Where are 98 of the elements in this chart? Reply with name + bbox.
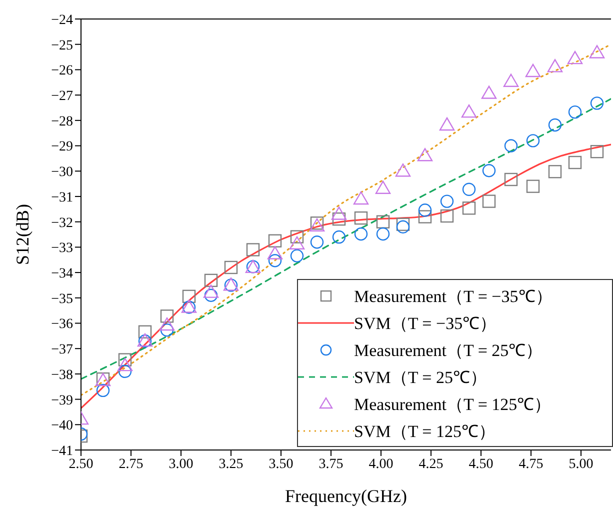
point (568, 156, 582, 170)
point (268, 254, 282, 268)
point (526, 180, 540, 193)
legend-label: Measurement（T = 125℃） (354, 394, 552, 416)
y-tick-label: −27 (51, 89, 73, 104)
point (440, 194, 454, 208)
point (160, 323, 174, 337)
point (375, 180, 391, 194)
point (462, 202, 476, 215)
x-tick-label: 4.50 (468, 456, 494, 472)
y-tick-label: −37 (51, 342, 73, 358)
x-tick-label: 4.75 (518, 456, 544, 472)
point (439, 117, 455, 131)
legend-label: SVM（T = 125℃） (354, 420, 496, 442)
point (204, 274, 218, 287)
x-tick-label: 5.00 (568, 456, 594, 472)
point (482, 194, 496, 208)
y-tick-label: −33 (51, 241, 73, 256)
point (160, 310, 174, 323)
legend-label: SVM（T = −35℃） (354, 312, 497, 334)
point (376, 215, 390, 228)
point (376, 227, 390, 241)
point (526, 134, 540, 148)
point (353, 191, 369, 205)
point (589, 45, 605, 58)
x-tick-label: 4.00 (368, 456, 394, 472)
x-tick-label: 3.50 (268, 456, 294, 472)
y-tick-label: −36 (51, 317, 73, 332)
point (118, 353, 132, 366)
y-tick-label: −28 (51, 114, 73, 130)
y-axis-title: S12(dB) (12, 204, 32, 266)
point (354, 227, 368, 241)
y-tick-label: −39 (51, 393, 73, 408)
y-tick-label: −30 (51, 165, 73, 180)
y-tick-label: −31 (51, 190, 73, 206)
point (503, 74, 519, 87)
point (504, 139, 518, 152)
y-tick-label: −34 (51, 266, 73, 282)
point (461, 104, 477, 118)
point (482, 164, 496, 178)
y-tick-label: −38 (51, 368, 73, 383)
point (290, 249, 304, 262)
point (182, 290, 196, 303)
x-axis-title: Frequency(GHz) (285, 486, 407, 506)
point (159, 317, 175, 331)
point (267, 246, 283, 260)
point (117, 358, 133, 372)
point (590, 144, 604, 158)
point (417, 148, 433, 162)
y-tick-label: −24 (51, 12, 73, 28)
y-tick-label: −26 (51, 64, 73, 79)
point (547, 59, 563, 72)
legend-label: Measurement（T = 25℃） (354, 340, 543, 362)
x-tick-label: 2.75 (118, 456, 144, 472)
y-tick-label: −35 (51, 292, 73, 307)
point (548, 118, 562, 132)
point (289, 236, 305, 250)
point (268, 234, 282, 248)
point (246, 243, 260, 256)
legend-label: Measurement（T = −35℃） (354, 286, 552, 308)
point (568, 105, 582, 119)
point (396, 220, 410, 234)
point (332, 230, 346, 244)
point (418, 204, 432, 217)
x-tick-label: 3.75 (318, 456, 344, 472)
point (290, 230, 304, 244)
y-tick-label: −41 (51, 444, 73, 459)
point (118, 364, 132, 378)
point (354, 211, 368, 225)
point (590, 96, 604, 110)
point (525, 64, 541, 78)
y-tick-label: −32 (51, 216, 73, 231)
x-tick-label: 2.50 (68, 456, 94, 472)
y-tick-label: −29 (51, 140, 73, 155)
point (138, 325, 152, 338)
point (224, 260, 238, 274)
legend-label: SVM（T = 25℃） (354, 366, 488, 388)
point (203, 284, 219, 298)
x-tick-label: 4.25 (418, 456, 444, 472)
point (440, 209, 454, 223)
point (548, 165, 562, 178)
point (331, 206, 347, 220)
point (418, 210, 432, 224)
point (462, 182, 476, 196)
point (204, 288, 218, 302)
line-series (81, 44, 611, 396)
point (395, 164, 411, 177)
point (96, 384, 110, 398)
y-tick-label: −40 (51, 418, 73, 434)
x-tick-label: 3.25 (218, 456, 244, 472)
y-tick-label: −25 (51, 38, 73, 54)
point (310, 236, 324, 249)
point (567, 50, 583, 64)
point (504, 172, 518, 186)
point (332, 212, 346, 226)
point (481, 86, 497, 99)
x-tick-label: 3.00 (168, 456, 194, 472)
point (396, 218, 410, 231)
